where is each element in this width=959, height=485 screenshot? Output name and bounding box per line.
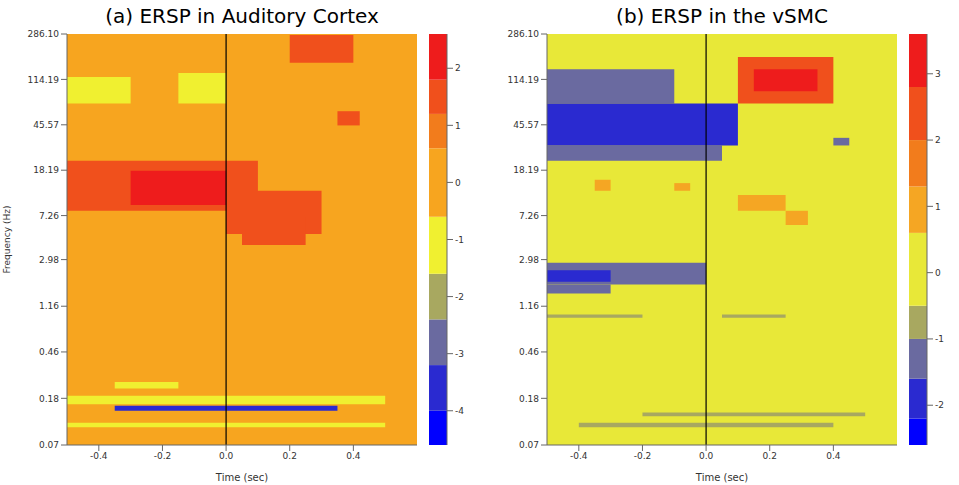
svg-text:2: 2 [455, 63, 461, 73]
svg-text:-3: -3 [455, 349, 464, 359]
svg-text:-0.2: -0.2 [634, 451, 652, 461]
svg-text:0.46: 0.46 [519, 347, 539, 357]
svg-text:3: 3 [935, 69, 941, 79]
svg-text:18.19: 18.19 [513, 165, 539, 175]
svg-text:286.10: 286.10 [508, 29, 540, 39]
svg-text:-0.2: -0.2 [154, 451, 172, 461]
svg-text:2.98: 2.98 [519, 255, 539, 265]
svg-text:-2: -2 [935, 400, 944, 410]
svg-text:-1: -1 [935, 334, 944, 344]
svg-text:0.46: 0.46 [39, 347, 59, 357]
svg-text:-0.4: -0.4 [570, 451, 588, 461]
html-text:(b) ERSP in the vSMC: (b) ERSP in the vSMC [616, 4, 828, 28]
svg-text:1.16: 1.16 [519, 301, 539, 311]
svg-text:0.0: 0.0 [219, 451, 234, 461]
svg-text:114.19: 114.19 [508, 75, 540, 85]
svg-text:2.98: 2.98 [39, 255, 59, 265]
svg-text:-0.4: -0.4 [90, 451, 108, 461]
svg-text:0.07: 0.07 [519, 440, 539, 450]
svg-text:Time (sec): Time (sec) [215, 472, 268, 483]
svg-text:0.0: 0.0 [699, 451, 714, 461]
svg-text:7.26: 7.26 [39, 211, 59, 221]
svg-text:-4: -4 [455, 406, 464, 416]
svg-text:0.4: 0.4 [346, 451, 361, 461]
svg-text:0.18: 0.18 [519, 394, 539, 404]
svg-text:0.2: 0.2 [283, 451, 297, 461]
svg-text:45.57: 45.57 [33, 120, 59, 130]
svg-text:-1: -1 [455, 235, 464, 245]
svg-text:1: 1 [455, 121, 461, 131]
svg-text:7.26: 7.26 [519, 211, 539, 221]
svg-text:114.19: 114.19 [28, 75, 60, 85]
svg-text:1.16: 1.16 [39, 301, 59, 311]
svg-text:0: 0 [935, 268, 941, 278]
html-text:(a) ERSP in Auditory Cortex: (a) ERSP in Auditory Cortex [105, 4, 379, 28]
svg-text:0.4: 0.4 [826, 451, 841, 461]
svg-text:2: 2 [935, 135, 941, 145]
svg-text:0.18: 0.18 [39, 394, 59, 404]
svg-text:0.07: 0.07 [39, 440, 59, 450]
svg-text:18.19: 18.19 [33, 165, 59, 175]
svg-text:0: 0 [455, 178, 461, 188]
svg-text:Frequency (Hz): Frequency (Hz) [2, 206, 12, 274]
svg-text:45.57: 45.57 [513, 120, 539, 130]
svg-text:1: 1 [935, 202, 941, 212]
svg-text:286.10: 286.10 [28, 29, 60, 39]
svg-text:0.2: 0.2 [763, 451, 777, 461]
svg-text:-2: -2 [455, 292, 464, 302]
svg-text:Time (sec): Time (sec) [695, 472, 748, 483]
